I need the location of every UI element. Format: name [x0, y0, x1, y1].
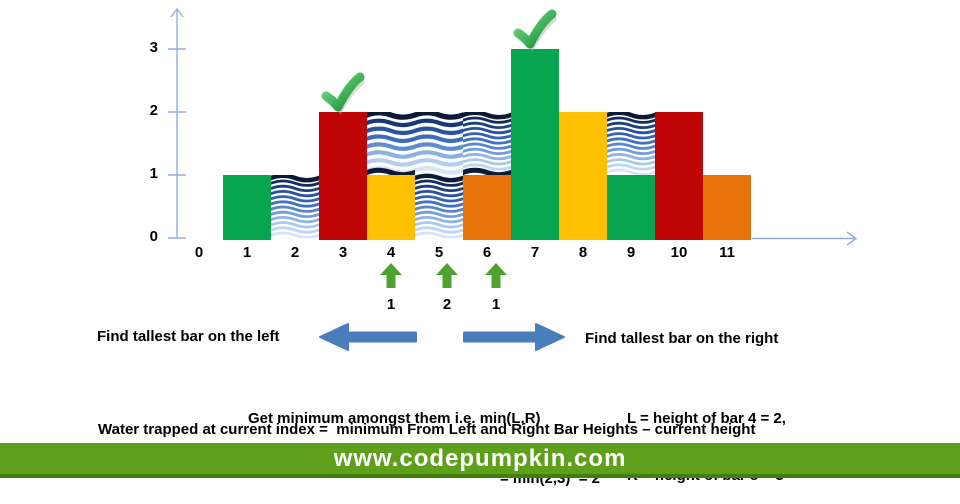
x-tick-label-5: 5	[434, 244, 444, 261]
check-icon-bar-3	[321, 72, 365, 115]
y-tick-label-1: 1	[149, 165, 158, 182]
y-tick-label-3: 3	[149, 39, 158, 56]
bar-3	[319, 112, 367, 240]
y-tick-label-0: 0	[149, 228, 158, 245]
x-tick-label-3: 3	[338, 244, 348, 261]
x-tick-label-7: 7	[530, 244, 540, 261]
x-tick-label-6: 6	[482, 244, 492, 261]
bar-9	[607, 175, 655, 240]
water-region-4	[367, 112, 415, 175]
x-tick-label-10: 10	[670, 244, 688, 261]
formula-text: Water trapped at current index = minimum…	[98, 421, 756, 438]
footer-banner: www.codepumpkin.com	[0, 443, 960, 478]
water-trapping-chart: 0 1 2 3 0 1 2 3 4 5 6 7 8 9 10 11 1 2 1	[149, 7, 858, 313]
water-region-2	[271, 175, 319, 238]
bar-10	[655, 112, 703, 240]
check-icon-bar-7	[513, 9, 557, 52]
website-url: www.codepumpkin.com	[333, 444, 627, 472]
bar-7	[511, 49, 559, 240]
arrow-up-icon-6	[485, 263, 507, 288]
find-tallest-left-label: Find tallest bar on the left	[97, 328, 280, 345]
arrow-up-icon-4	[380, 263, 402, 288]
trapped-amount-label-6: 1	[491, 296, 501, 313]
bar-11	[703, 175, 751, 240]
find-tallest-right-label: Find tallest bar on the right	[585, 330, 779, 347]
bar-8	[559, 112, 607, 240]
water-region-9	[607, 112, 655, 175]
water-region-6	[463, 112, 511, 175]
bar-4	[367, 175, 415, 240]
min-line1: Get minimum amongst them i.e. min(L,R)	[248, 410, 541, 427]
min-calculation-text: Get minimum amongst them i.e. min(L,R) =…	[248, 369, 600, 504]
lr-line1: L = height of bar 4 = 2,	[627, 410, 786, 427]
water-region-5	[415, 112, 463, 238]
arrow-right-icon	[463, 323, 565, 351]
x-tick-label-11: 11	[719, 244, 735, 261]
x-tick-label-9: 9	[626, 244, 636, 261]
bar-6	[463, 175, 511, 240]
x-tick-label-0: 0	[194, 244, 204, 261]
bar-1	[223, 175, 271, 240]
x-tick-label-2: 2	[290, 244, 300, 261]
trapped-amount-label-4: 1	[386, 296, 396, 313]
arrow-left-icon	[319, 323, 417, 351]
x-tick-label-8: 8	[578, 244, 588, 261]
arrow-up-icon-5	[436, 263, 458, 288]
x-tick-label-4: 4	[386, 244, 396, 261]
x-tick-label-1: 1	[242, 244, 252, 261]
y-tick-label-2: 2	[149, 102, 158, 119]
trapped-amount-label-5: 2	[442, 296, 452, 313]
